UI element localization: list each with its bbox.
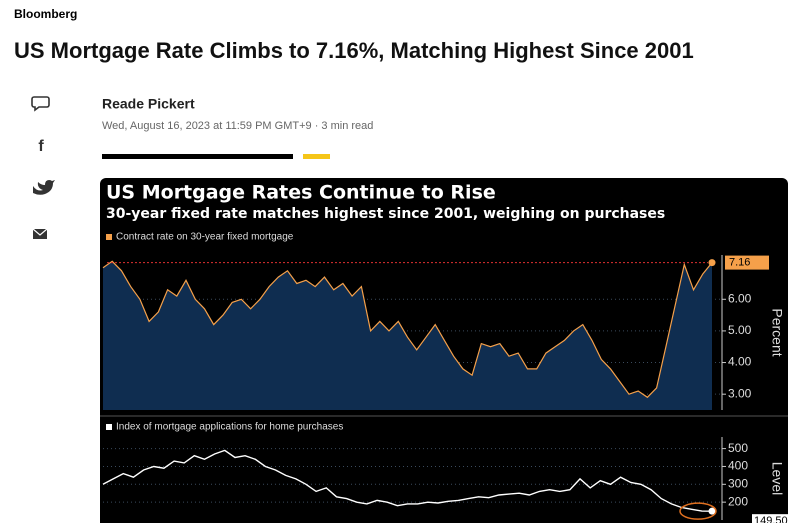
- author[interactable]: Reade Pickert: [102, 96, 195, 112]
- divider-accent: [303, 154, 330, 159]
- brand[interactable]: Bloomberg: [14, 7, 77, 21]
- y-tick-label: 6.00: [728, 291, 752, 305]
- legend-label: Index of mortgage applications for home …: [116, 422, 343, 433]
- series-line: [102, 449, 713, 512]
- value-label: 149.50: [754, 515, 788, 523]
- area: [103, 261, 712, 410]
- y-tick-label: 400: [728, 459, 748, 473]
- value-label: 7.16: [729, 256, 750, 268]
- legend-swatch: [106, 424, 112, 430]
- y-tick-label: 5.00: [728, 323, 752, 337]
- chart-subtitle: 30-year fixed rate matches highest since…: [106, 206, 665, 222]
- divider: [102, 154, 293, 159]
- y-axis-label: Percent: [769, 308, 785, 356]
- y-tick-label: 4.00: [728, 355, 752, 369]
- share-icons: f: [31, 96, 55, 239]
- legend-swatch: [106, 234, 112, 240]
- facebook-icon[interactable]: f: [38, 138, 44, 155]
- y-tick-label: 3.00: [728, 386, 752, 400]
- series-line: [102, 260, 713, 399]
- legend-label: Contract rate on 30-year fixed mortgage: [116, 232, 294, 243]
- y-tick-label: 200: [728, 494, 748, 508]
- value-label-box: [725, 255, 769, 270]
- headline: US Mortgage Rate Climbs to 7.16%, Matchi…: [14, 38, 694, 63]
- y-tick-label: 500: [728, 441, 748, 455]
- highlight: [679, 502, 717, 520]
- twitter-icon[interactable]: [33, 180, 55, 195]
- chart-title: US Mortgage Rates Continue to Rise: [106, 182, 496, 204]
- byline-meta: Wed, August 16, 2023 at 11:59 PM GMT+9 ·…: [102, 120, 373, 132]
- y-axis-label: Level: [769, 462, 785, 495]
- last-point: [708, 507, 716, 515]
- last-point: [708, 259, 716, 267]
- y-tick-label: 300: [728, 476, 748, 490]
- comment-icon[interactable]: [31, 96, 50, 112]
- mail-icon[interactable]: [33, 229, 47, 239]
